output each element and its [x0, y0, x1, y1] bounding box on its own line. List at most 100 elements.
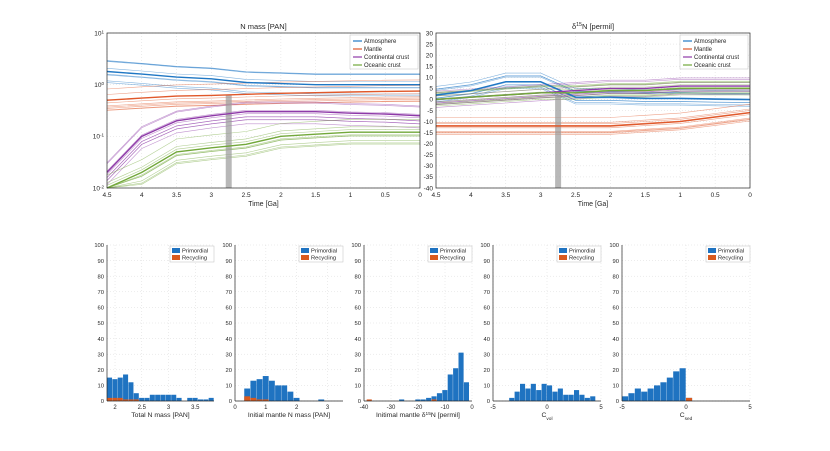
series-line-mantle [106, 90, 421, 101]
y-tick-label: 100 [94, 243, 104, 249]
bar-primordial [654, 385, 661, 401]
x-tick-label: 3 [167, 405, 171, 411]
ensemble-line-oceanic-crust [106, 143, 420, 189]
y-tick-label: 90 [355, 259, 361, 265]
series-line-oceanic-crust [435, 87, 750, 101]
y-tick-label: 10 [484, 384, 490, 390]
bar-primordial [112, 379, 118, 401]
legend-swatch [301, 255, 309, 260]
x-tick-label: 2 [113, 405, 117, 411]
bar-primordial [574, 390, 580, 401]
legend-label: Recycling [440, 256, 465, 262]
bar-primordial [622, 396, 629, 401]
y-tick-label: 0 [229, 399, 232, 405]
ensemble-line-continental-crust [106, 102, 421, 165]
bar-primordial [318, 399, 325, 401]
bar-primordial [509, 397, 515, 401]
ensemble-line-continental-crust [106, 116, 421, 178]
y-tick-label: 15 [426, 64, 434, 71]
ensemble-line-atmosphere [106, 73, 420, 88]
bar-recycling [123, 399, 129, 401]
y-tick-label: 90 [98, 259, 104, 265]
y-tick-label: 70 [484, 290, 490, 296]
x-tick-label: 3 [539, 192, 543, 199]
panel-n-mass: 4.5 4 3.5 3 2.5 2 1.5 1 0.5 0 10-2 10-1 100 101 N mass… [93, 22, 422, 208]
ensemble-runs [106, 60, 421, 189]
bar-primordial [123, 374, 129, 401]
grey-band [555, 95, 562, 188]
y-tick-label: 0 [358, 399, 361, 405]
y-tick-label: 100 [609, 243, 619, 249]
bar-primordial [647, 388, 654, 401]
bar-primordial [192, 397, 198, 401]
ensemble-line-mantle [436, 114, 751, 129]
legend-swatch [172, 255, 180, 260]
x-tick-label: -30 [387, 405, 396, 411]
x-tick-label: 5 [748, 405, 752, 411]
ensemble-line-oceanic-crust [106, 135, 420, 189]
legend-label: Continental crust [694, 55, 739, 61]
ensemble-line-continental-crust [435, 79, 750, 93]
x-tick-label: 4.5 [431, 192, 440, 199]
x-tick-label: 4 [469, 192, 473, 199]
bar-recycling [112, 397, 118, 401]
ensemble-line-oceanic-crust [435, 94, 750, 107]
bar-recycling [244, 396, 251, 401]
bar-primordial [634, 388, 641, 401]
y-tick-label: -30 [424, 163, 434, 170]
x-tick-label: 0 [418, 192, 422, 199]
bar-recycling [256, 399, 263, 401]
legend-label: Primordial [569, 249, 595, 255]
bar-recycling [128, 399, 134, 401]
y-tick-label: 5 [429, 86, 433, 93]
y-tick-label: -40 [424, 185, 434, 192]
y-tick-label: 60 [355, 306, 361, 312]
bar-primordial [579, 394, 585, 401]
legend-box [298, 245, 344, 263]
x-tick-label: 2.5 [138, 405, 147, 411]
legend-swatch [708, 255, 716, 260]
x-tick-label: -5 [490, 405, 496, 411]
y-tick-label: 70 [355, 290, 361, 296]
legend-label: Oceanic crust [694, 63, 731, 69]
legend-label: Recycling [569, 256, 594, 262]
bar-primordial [568, 394, 574, 401]
y-tick-label: 101 [94, 29, 104, 38]
y-tick-label: 40 [226, 337, 232, 343]
panel-hist-initial-mantle-delta15n: 0 10 20 30 40 50 60 70 80 90 100 -40 -30 -20 -10 0 Initi… [351, 243, 474, 419]
y-tick-label: 80 [355, 274, 361, 280]
y-tick-label: 20 [613, 368, 619, 374]
x-tick-label: 2 [279, 192, 283, 199]
ensemble-line-oceanic-crust [435, 92, 750, 104]
legend-label: Continental crust [364, 55, 409, 61]
bar-primordial [144, 397, 150, 401]
legend: Atmosphere Mantle Continental crust Oceanic… [679, 34, 749, 70]
ensemble-line-continental-crust [106, 123, 421, 185]
bar-recycling [250, 397, 257, 401]
bar-primordial [165, 394, 171, 401]
ensemble-line-continental-crust [435, 77, 750, 92]
ensemble-line-oceanic-crust [435, 82, 750, 94]
y-tick-label: 80 [226, 274, 232, 280]
y-tick-label: 10 [226, 384, 232, 390]
y-tick-label: 100 [480, 243, 490, 249]
y-tick-label: 60 [98, 306, 104, 312]
x-tick-label: 5 [599, 405, 603, 411]
y-tick-label: 25 [426, 41, 434, 48]
ensemble-line-oceanic-crust [106, 134, 420, 189]
bar-primordial [139, 397, 145, 401]
bar-primordial [641, 391, 648, 401]
y-tick-label: -35 [424, 174, 434, 181]
ensemble-line-atmosphere [106, 74, 420, 89]
y-tick-label: 0 [616, 399, 619, 405]
ensemble-line-oceanic-crust [435, 80, 750, 93]
bar-primordial [584, 397, 590, 401]
bar-primordial [117, 377, 123, 401]
ensemble-line-continental-crust [435, 89, 750, 104]
x-tick-label: 1 [264, 405, 268, 411]
bar-primordial [415, 399, 421, 401]
